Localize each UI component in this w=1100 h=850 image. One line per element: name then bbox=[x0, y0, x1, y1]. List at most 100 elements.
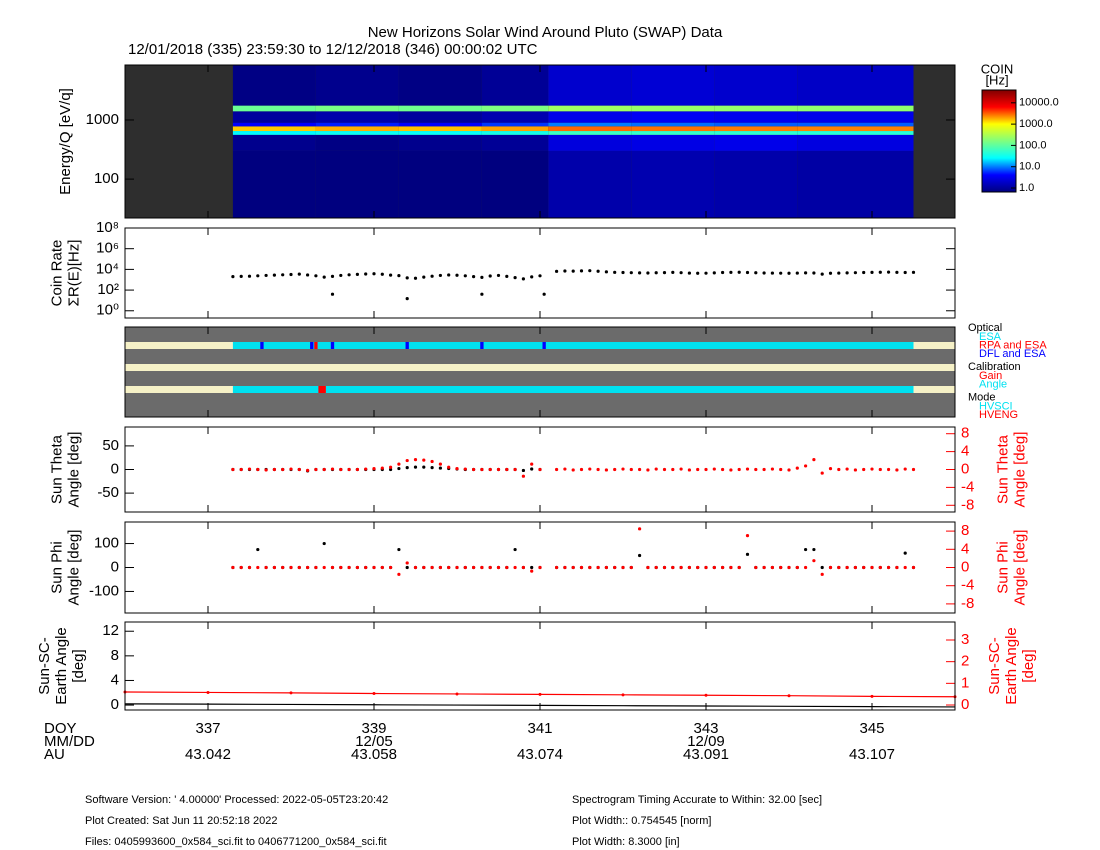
data-point bbox=[463, 274, 467, 278]
data-point bbox=[330, 565, 335, 570]
heatmap-cell bbox=[631, 65, 715, 106]
heatmap-cell bbox=[315, 122, 399, 127]
data-point bbox=[322, 467, 326, 472]
data-point bbox=[542, 292, 546, 296]
footer-text: Spectrogram Timing Accurate to Within: 3… bbox=[572, 794, 822, 806]
data-point bbox=[895, 270, 899, 274]
heatmap-cell bbox=[481, 126, 549, 132]
data-point bbox=[339, 565, 343, 570]
colorbar bbox=[981, 89, 1017, 193]
legend-entry: RPA and ESA bbox=[979, 339, 1047, 351]
legend-entry: Gain bbox=[979, 370, 1002, 382]
data-point bbox=[430, 274, 434, 278]
data-point bbox=[613, 565, 617, 570]
y2-tick-label: -8 bbox=[961, 496, 974, 513]
data-point bbox=[613, 467, 617, 472]
data-point bbox=[281, 467, 285, 472]
data-point bbox=[330, 292, 335, 296]
data-point bbox=[364, 272, 368, 276]
data-point bbox=[239, 467, 243, 472]
heatmap-cell bbox=[548, 65, 632, 106]
heatmap-cell bbox=[232, 111, 316, 123]
data-point bbox=[687, 468, 692, 472]
data-point bbox=[638, 553, 642, 558]
colorbar-tick-label: 100.0 bbox=[1019, 139, 1047, 151]
data-point bbox=[571, 269, 575, 273]
data-point bbox=[828, 467, 833, 471]
data-point bbox=[447, 273, 451, 277]
data-point bbox=[322, 541, 326, 546]
data-point bbox=[422, 465, 426, 469]
data-point bbox=[347, 467, 351, 472]
data-marker bbox=[870, 694, 874, 698]
data-point bbox=[820, 272, 824, 276]
data-point bbox=[472, 467, 476, 472]
heatmap-cell bbox=[714, 65, 798, 106]
legend-entry: ESA bbox=[979, 331, 1002, 343]
x-tick-label: 343 bbox=[693, 720, 718, 737]
y-tick-label: 0 bbox=[111, 460, 119, 477]
y-axis-label: Earth Angle bbox=[53, 627, 70, 705]
data-point bbox=[496, 273, 501, 278]
heatmap-cell bbox=[315, 126, 399, 132]
data-point bbox=[505, 467, 509, 472]
data-point bbox=[621, 467, 625, 471]
heatmap-cell bbox=[232, 105, 316, 112]
data-point bbox=[862, 270, 866, 275]
data-point bbox=[588, 269, 592, 273]
data-point bbox=[662, 565, 667, 570]
y2-axis-label: Sun Theta bbox=[994, 434, 1011, 504]
data-point bbox=[721, 467, 725, 472]
data-point bbox=[347, 273, 351, 277]
data-point bbox=[745, 270, 750, 275]
data-point bbox=[845, 565, 849, 570]
colorbar-tick-label: 10.0 bbox=[1019, 161, 1040, 173]
data-point bbox=[389, 565, 393, 570]
data-point bbox=[463, 565, 467, 570]
heatmap-cell bbox=[548, 111, 632, 123]
data-point bbox=[231, 275, 235, 279]
data-point bbox=[911, 270, 916, 274]
data-point bbox=[339, 273, 343, 278]
data-point bbox=[289, 272, 293, 277]
data-point bbox=[306, 565, 310, 570]
data-point bbox=[795, 466, 799, 470]
data-point bbox=[397, 274, 401, 278]
data-point bbox=[887, 270, 891, 274]
data-point bbox=[256, 274, 260, 278]
data-point bbox=[721, 565, 725, 570]
y2-tick-label: 1 bbox=[961, 674, 969, 691]
data-point bbox=[405, 466, 409, 470]
heatmap-cell bbox=[398, 105, 482, 112]
footer-text: Files: 0405993600_0x584_sci.fit to 04067… bbox=[85, 836, 387, 848]
data-point bbox=[638, 271, 642, 275]
data-point bbox=[621, 270, 625, 275]
legend-title: Calibration bbox=[968, 361, 1021, 373]
status-segment bbox=[330, 342, 335, 349]
data-point bbox=[696, 565, 700, 570]
heatmap-cell bbox=[232, 134, 316, 151]
heatmap-cell bbox=[548, 134, 632, 151]
data-point bbox=[671, 467, 675, 472]
status-segment bbox=[260, 342, 264, 349]
y-tick-label: 10² bbox=[97, 281, 119, 298]
panel-background bbox=[125, 228, 955, 318]
y-axis-label: Sun Phi bbox=[48, 541, 65, 594]
au-label: 43.042 bbox=[185, 746, 231, 763]
data-point bbox=[812, 559, 816, 563]
data-point bbox=[745, 534, 750, 538]
heatmap-cell bbox=[631, 105, 715, 112]
y-tick-label: -50 bbox=[97, 484, 119, 501]
data-point bbox=[779, 271, 783, 275]
heatmap-cell bbox=[797, 150, 914, 218]
data-point bbox=[472, 275, 476, 279]
footer-text: Plot Width:: 0.754545 [norm] bbox=[572, 815, 711, 827]
data-point bbox=[679, 565, 683, 570]
colorbar-title: COIN bbox=[981, 61, 1014, 76]
heatmap-cell bbox=[315, 105, 399, 112]
data-marker bbox=[621, 693, 625, 697]
data-point bbox=[795, 565, 799, 570]
data-point bbox=[364, 565, 368, 570]
footer-text: Plot Created: Sat Jun 11 20:52:18 2022 bbox=[85, 815, 277, 827]
